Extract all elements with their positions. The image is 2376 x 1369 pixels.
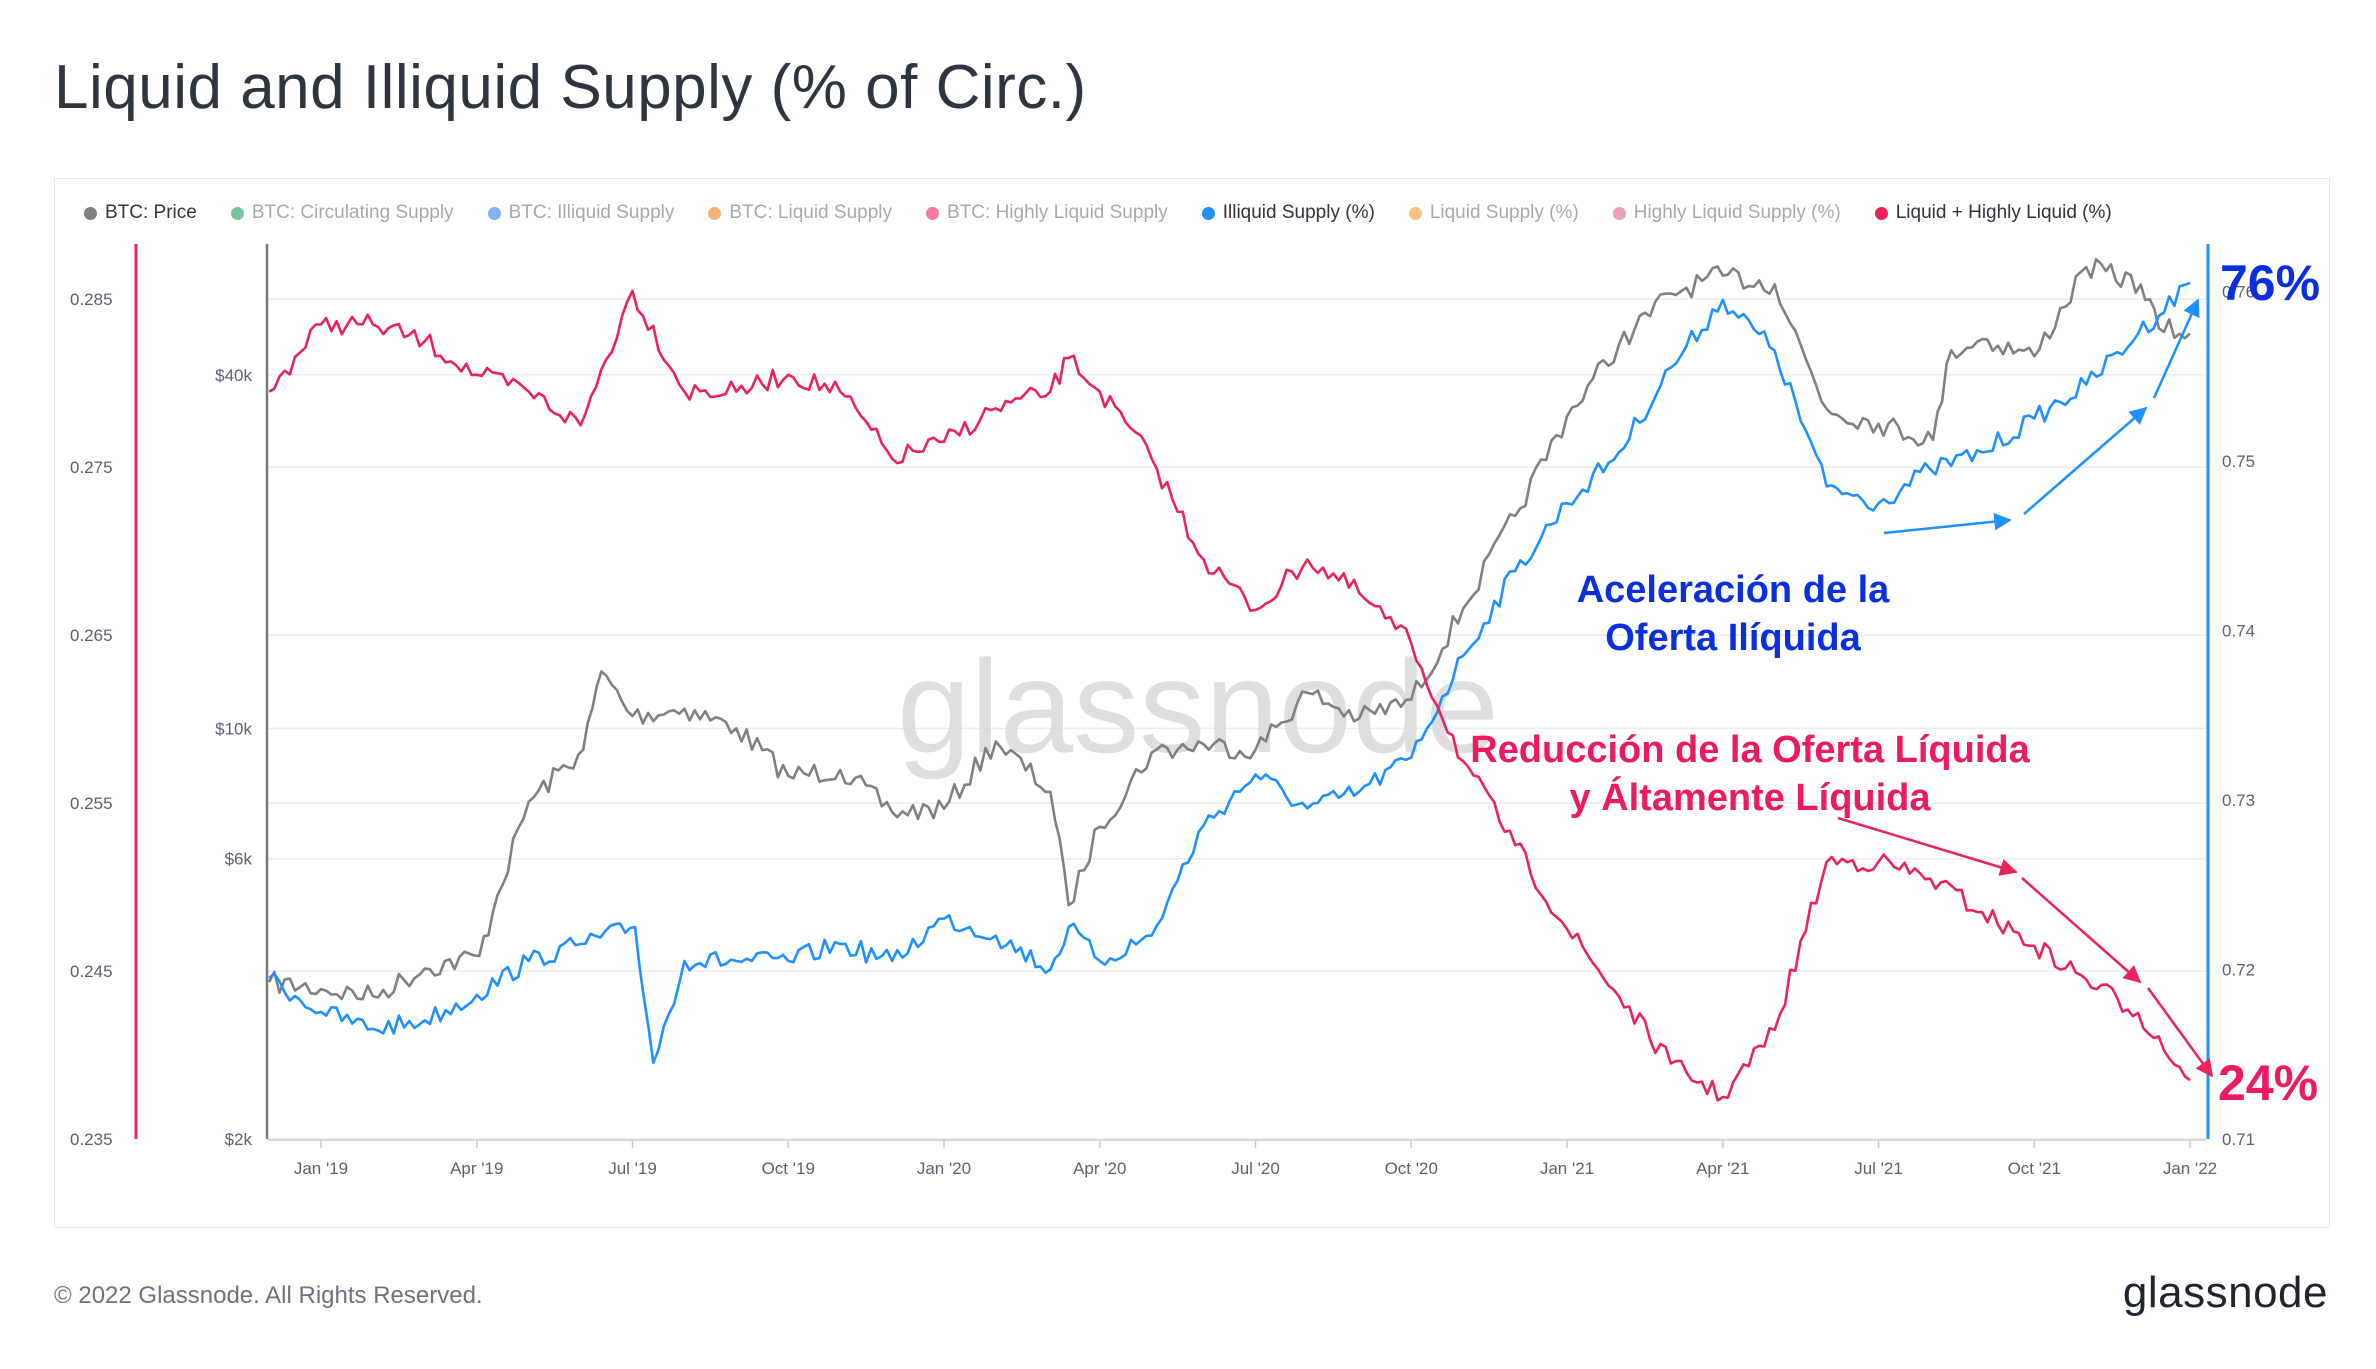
legend-dot-icon: [1874, 206, 1888, 220]
series-line-illiquid-supply: [268, 281, 2191, 1064]
right-tick-label: 0.74: [2222, 621, 2255, 640]
legend-label: Highly Liquid Supply (%): [1633, 202, 1841, 223]
right-tick-label: 0.72: [2222, 960, 2255, 979]
left-tick-label: 0.235: [70, 1130, 113, 1149]
legend-dot-icon: [230, 206, 244, 220]
legend-label: BTC: Price: [105, 202, 197, 223]
annotation-arrow: [1883, 512, 2012, 535]
legend-dot-icon: [708, 206, 722, 220]
page-title: Liquid and Illiquid Supply (% of Circ.): [54, 53, 1087, 122]
x-tick-label: Jul '21: [1854, 1159, 1903, 1178]
legend-label: BTC: Illiquid Supply: [508, 202, 675, 223]
x-tick-label: Jul '19: [608, 1159, 657, 1178]
left-tick-label: 0.245: [70, 962, 113, 981]
chart-legend: BTC: Price BTC: Circulating Supply BTC: Il…: [84, 196, 2314, 230]
annotation-liquid-title: Reducción de la Oferta Líquida: [1470, 729, 2030, 771]
right-tick-label: 0.73: [2222, 791, 2255, 810]
right-tick-label: 0.71: [2222, 1130, 2255, 1149]
annotation-illiquid-title: Aceleración de la: [1577, 569, 1890, 611]
legend-label: BTC: Liquid Supply: [729, 202, 893, 223]
x-tick-label: Apr '19: [450, 1159, 503, 1178]
legend-item[interactable]: BTC: Circulating Supply: [230, 202, 454, 224]
annotation-arrow: [2146, 987, 2214, 1078]
legend-label: BTC: Circulating Supply: [251, 202, 454, 223]
x-tick-label: Jan '20: [917, 1159, 971, 1178]
legend-dot-icon: [1201, 206, 1215, 220]
legend-dot-icon: [487, 206, 501, 220]
annotation-arrow: [2023, 406, 2148, 515]
x-tick-label: Apr '20: [1073, 1159, 1126, 1178]
legend-item[interactable]: BTC: Liquid Supply: [708, 202, 892, 224]
legend-item[interactable]: Liquid + Highly Liquid (%): [1874, 202, 2112, 224]
legend-dot-icon: [84, 206, 97, 220]
grid-lines: [268, 298, 2206, 1140]
x-tick-label: Jan '22: [2163, 1159, 2217, 1178]
price-tick-label: $2k: [225, 1130, 253, 1149]
legend-item[interactable]: Illiquid Supply (%): [1201, 202, 1375, 224]
series-line-btc-price: [267, 258, 2191, 1001]
x-tick-label: Jan '19: [294, 1159, 348, 1178]
footer-copyright: © 2022 Glassnode. All Rights Reserved.: [54, 1282, 483, 1309]
legend-item[interactable]: Liquid Supply (%): [1408, 202, 1579, 224]
x-tick-label: Jan '21: [1540, 1159, 1594, 1178]
legend-item[interactable]: BTC: Price: [84, 202, 197, 224]
x-tick-label: Jul '20: [1231, 1159, 1280, 1178]
legend-label: Liquid + Highly Liquid (%): [1895, 202, 2112, 223]
legend-label: BTC: Highly Liquid Supply: [947, 202, 1168, 223]
left-tick-label: 0.265: [70, 626, 113, 645]
annotation-liquid-value: 24%: [2218, 1055, 2318, 1111]
x-tick-label: Oct '19: [762, 1159, 815, 1178]
right-tick-label: 0.75: [2222, 452, 2255, 471]
left-tick-label: 0.285: [70, 290, 113, 309]
price-tick-label: $40k: [215, 366, 252, 385]
left-tick-label: 0.255: [70, 794, 113, 813]
annotation-arrow: [1837, 816, 2018, 876]
x-tick-label: Oct '20: [1385, 1159, 1438, 1178]
x-tick-label: Oct '21: [2008, 1159, 2061, 1178]
price-tick-label: $10k: [215, 719, 252, 738]
legend-item[interactable]: BTC: Highly Liquid Supply: [926, 202, 1168, 224]
annotation-liquid-title: y Áltamente Líquida: [1569, 775, 1931, 819]
series-line-liquid-highly-liquid: [268, 289, 2191, 1102]
right-tick-label: 0.76: [2222, 282, 2255, 301]
glassnode-logo[interactable]: glassnode: [2122, 1268, 2328, 1317]
watermark: glassnode: [897, 633, 1499, 780]
left-tick-label: 0.275: [70, 458, 113, 477]
legend-item[interactable]: Highly Liquid Supply (%): [1612, 202, 1841, 224]
price-tick-label: $6k: [225, 850, 253, 869]
legend-label: Liquid Supply (%): [1429, 202, 1579, 223]
x-tick-label: Apr '21: [1696, 1159, 1749, 1178]
legend-dot-icon: [1408, 206, 1422, 220]
annotation-illiquid-value: 76%: [2220, 255, 2320, 311]
legend-label: Illiquid Supply (%): [1222, 202, 1375, 223]
annotation-illiquid-title: Oferta Ilíquida: [1605, 617, 1861, 659]
annotation-arrow: [2152, 298, 2200, 399]
legend-dot-icon: [1612, 206, 1626, 220]
legend-dot-icon: [926, 206, 940, 220]
legend-item[interactable]: BTC: Illiquid Supply: [487, 202, 675, 224]
annotation-arrow: [2021, 877, 2142, 984]
